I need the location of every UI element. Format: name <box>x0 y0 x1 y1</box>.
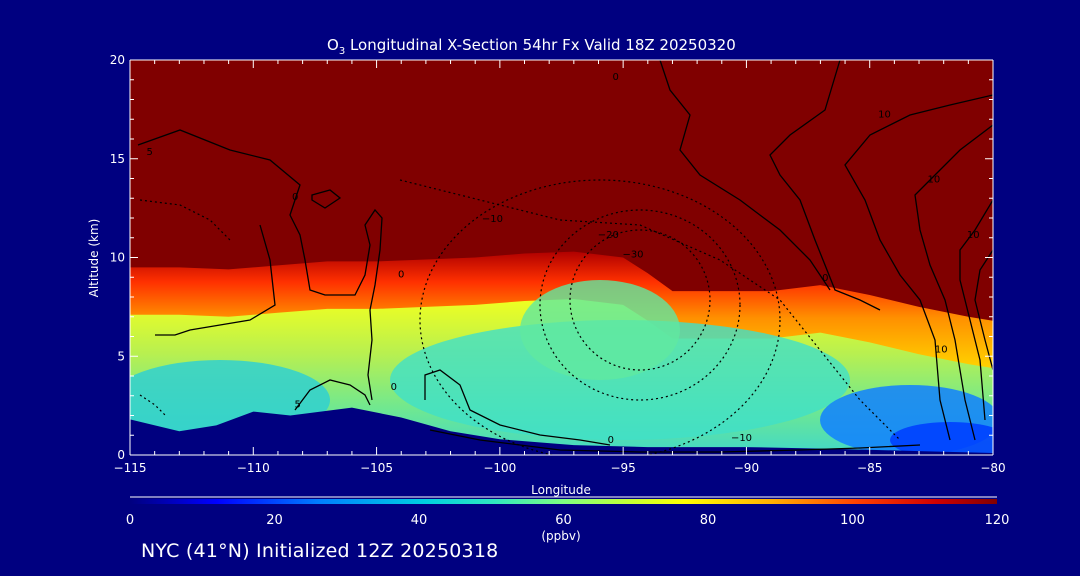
title-prefix: O <box>327 36 339 54</box>
colorbar-tick-label: 100 <box>840 513 865 528</box>
contour-small-loop <box>311 189 342 209</box>
colorbar-tick-label: 20 <box>266 513 283 528</box>
neg-contour-10 <box>419 179 781 455</box>
contour-lines <box>137 60 993 453</box>
contour-label: 10 <box>967 230 980 241</box>
y-ticks: 0 5 10 15 20 <box>110 53 993 462</box>
neg-contour-sw <box>139 394 166 416</box>
contour-label: 10 <box>935 344 948 355</box>
title-rest: Longitudinal X-Section 54hr Fx Valid 18Z… <box>345 36 736 54</box>
x-tick-label: −80 <box>980 461 1005 475</box>
y-tick-label: 15 <box>110 152 125 166</box>
x-tick-label: −110 <box>237 461 270 475</box>
contour-label: 5 <box>147 147 153 158</box>
y-tick-label: 20 <box>110 53 125 67</box>
contour-east-10c <box>959 199 993 421</box>
negative-contours <box>139 179 901 455</box>
contour-west-2 <box>155 224 276 336</box>
tropopause-transition-band <box>130 251 993 373</box>
contour-label: 0 <box>398 269 404 280</box>
contour-label: −10 <box>731 433 752 444</box>
lower-ozone-region-east-deep <box>890 422 993 455</box>
colorbar-ticks: 0 20 40 60 80 100 120 <box>126 513 1010 528</box>
x-tick-label: −95 <box>610 461 635 475</box>
plot-area: 5 0 0 0 5 −10 −20−30 0 −10 0 0 10 10 10 10 <box>130 60 993 455</box>
neg-contour-30 <box>569 229 711 371</box>
neg-contour-west <box>139 199 231 241</box>
contour-label: −30 <box>622 250 643 261</box>
y-axis-label: Altitude (km) <box>87 219 101 298</box>
contour-east-10a <box>844 94 993 441</box>
y-tick-label: 5 <box>117 349 125 363</box>
chart-title: O3 Longitudinal X-Section 54hr Fx Valid … <box>327 36 736 57</box>
colorbar-tick-label: 0 <box>126 513 134 528</box>
contour-label: 0 <box>292 192 298 203</box>
contour-north-east <box>659 60 831 291</box>
colorbar-tick-label: 60 <box>555 513 572 528</box>
contour-east-10d <box>974 249 993 371</box>
x-tick-label: −100 <box>483 461 516 475</box>
x-ticks: −115 −110 −105 −100 −95 −90 −85 −80 <box>114 60 1006 475</box>
contour-label: 0 <box>391 382 397 393</box>
contour-label: 10 <box>878 109 891 120</box>
contour-central-low <box>424 369 611 446</box>
contour-label: 10 <box>927 174 940 185</box>
contour-label: 5 <box>294 400 300 411</box>
title-subscript: 3 <box>339 46 345 57</box>
footer-init-label: NYC (41°N) Initialized 12Z 20250318 <box>141 540 499 562</box>
y-tick-label: 10 <box>110 251 125 265</box>
terrain <box>130 407 993 455</box>
contour-terrain-loop <box>294 379 371 411</box>
colorbar <box>130 499 997 504</box>
contour-west-loop <box>137 129 383 401</box>
y-tick-label: 0 <box>117 448 125 462</box>
contour-label: −20 <box>598 230 619 241</box>
x-tick-label: −105 <box>360 461 393 475</box>
contour-east-10b <box>914 124 993 441</box>
x-tick-label: −85 <box>857 461 882 475</box>
mid-ozone-green-core <box>520 280 680 380</box>
colorbar-tick-label: 80 <box>700 513 717 528</box>
neg-contour-outer <box>399 179 901 441</box>
contour-label: 0 <box>822 273 828 284</box>
colorbar-tick-label: 120 <box>985 513 1010 528</box>
contour-base <box>429 429 921 453</box>
contour-label: 0 <box>613 72 619 83</box>
x-axis-label: Longitude <box>531 483 591 497</box>
contour-label: −10 <box>482 214 503 225</box>
colorbar-tick-label: 40 <box>411 513 428 528</box>
x-tick-label: −90 <box>734 461 759 475</box>
lower-ozone-region-central <box>390 320 850 440</box>
contour-north-east-2 <box>769 60 881 311</box>
neg-contour-20 <box>539 209 741 401</box>
contour-label: 0 <box>608 435 614 446</box>
x-tick-label: −115 <box>114 461 147 475</box>
colorbar-unit-label: (ppbv) <box>541 529 580 543</box>
contour-labels: 5 0 0 0 5 −10 −20−30 0 −10 0 0 10 10 10 10 <box>147 72 980 446</box>
